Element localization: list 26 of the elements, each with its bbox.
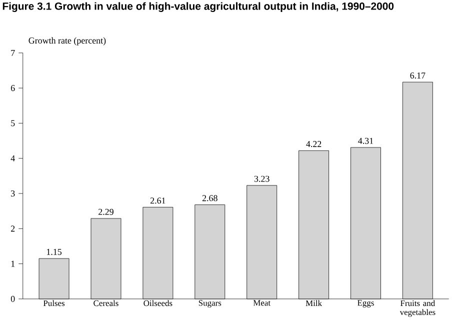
data-label: 2.29 [98, 208, 114, 215]
y-tick-label: 7 [11, 50, 15, 56]
x-tick-label: Meat [253, 300, 270, 306]
data-label: 4.22 [306, 141, 322, 148]
x-tick-label: Cereals [94, 300, 118, 306]
y-tick-label: 4 [10, 155, 15, 162]
data-label: 2.61 [150, 198, 166, 204]
chart-title: Figure 3.1 Growth in value of high-value agricultural output in India, 1990–2000 [2, 2, 394, 12]
y-tick-label: 6 [11, 85, 15, 92]
data-label: 3.23 [254, 176, 270, 182]
y-tick-label: 3 [11, 190, 15, 197]
data-label: 2.68 [202, 195, 218, 202]
y-axis-title: Growth rate (percent) [28, 37, 106, 46]
x-tick-label: Oilseeds [144, 300, 172, 306]
x-tick-label: Eggs [358, 300, 374, 308]
x-tick-label: Pulses [43, 300, 65, 306]
data-label: 6.17 [410, 72, 426, 79]
data-label: 4.31 [358, 138, 374, 144]
data-label: 1.15 [46, 248, 62, 255]
x-tick-label: Fruits and vegetables [400, 300, 436, 317]
y-tick-label: 2 [11, 226, 15, 232]
y-tick-label: 0 [10, 296, 15, 302]
y-tick-label: 5 [11, 120, 15, 126]
x-tick-label: Milk [306, 300, 322, 306]
x-tick-label: Sugars [198, 300, 222, 308]
y-tick-label: 1 [11, 260, 15, 267]
